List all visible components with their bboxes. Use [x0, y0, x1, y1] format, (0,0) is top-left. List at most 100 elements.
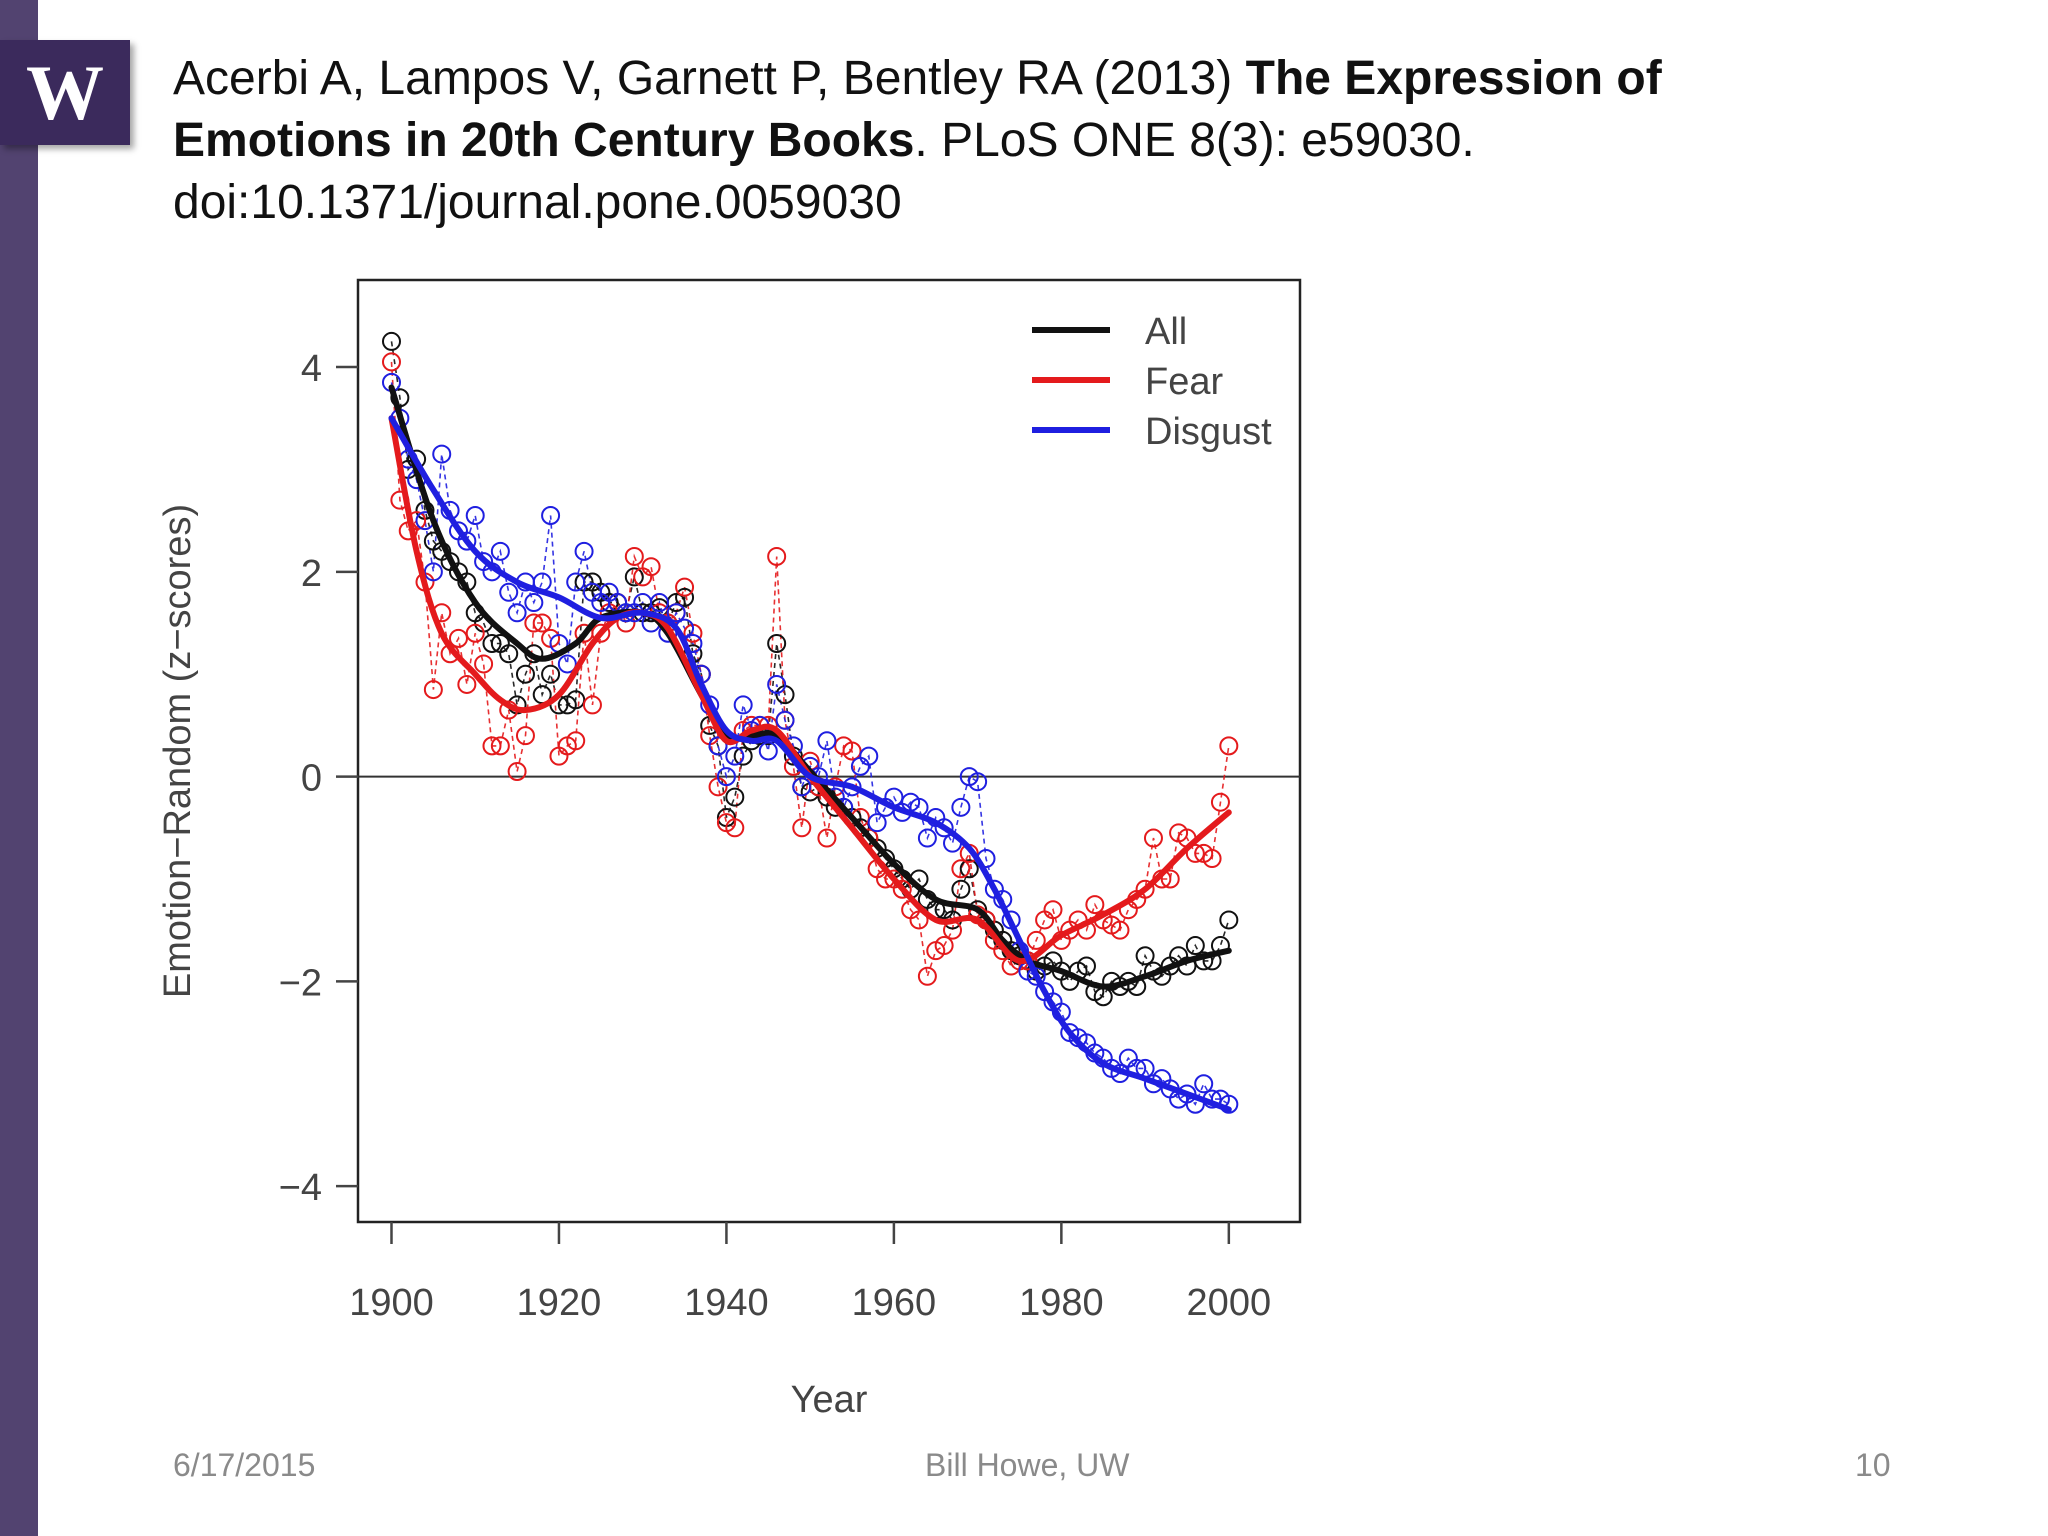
fear-data-point — [725, 818, 745, 838]
disgust-data-point — [381, 372, 401, 392]
fear-data-point — [716, 813, 736, 833]
fear-data-point — [1194, 843, 1214, 863]
fear-data-point — [825, 777, 845, 797]
disgust-data-point — [876, 797, 896, 817]
all-data-point — [1018, 951, 1038, 971]
all-data-point — [633, 603, 653, 623]
all-data-point — [1060, 971, 1080, 991]
disgust-data-point — [1043, 992, 1063, 1012]
fear-data-point — [842, 741, 862, 761]
all-data-point — [582, 572, 602, 592]
all-data-point — [1202, 951, 1222, 971]
disgust-data-point — [976, 849, 996, 869]
legend-all-label: All — [1145, 311, 1187, 353]
fear-data-point — [532, 613, 552, 633]
all-data-point — [842, 808, 862, 828]
fear-data-point — [733, 721, 753, 741]
citation-authors: Acerbi A, Lampos V, Garnett P, Bentley R… — [173, 52, 1246, 105]
fear-data-point — [666, 603, 686, 623]
disgust-data-point — [1068, 1028, 1088, 1048]
all-data-point — [440, 552, 460, 572]
all-data-point — [909, 869, 929, 889]
disgust-data-point — [842, 777, 862, 797]
disgust-data-point — [892, 802, 912, 822]
fear-data-point — [1035, 910, 1055, 930]
all-data-point — [524, 644, 544, 664]
all-data-point — [968, 900, 988, 920]
disgust-data-point — [1202, 1089, 1222, 1109]
disgust-data-point — [750, 715, 770, 735]
disgust-data-point — [515, 572, 535, 592]
all-data-point — [976, 910, 996, 930]
disgust-data-point — [582, 582, 602, 602]
citation-text: Acerbi A, Lampos V, Garnett P, Bentley R… — [173, 48, 1813, 234]
all-data-point — [800, 782, 820, 802]
fear-data-point — [507, 761, 527, 781]
disgust-data-point — [591, 593, 611, 613]
disgust-data-point — [767, 674, 787, 694]
all-data-point — [700, 715, 720, 735]
all-data-point — [683, 644, 703, 664]
x-tick-label: 1960 — [852, 1282, 937, 1324]
all-data-point — [934, 900, 954, 920]
citation-journal: . PLoS ONE 8(3): e59030. doi:10.1371/jou… — [173, 114, 1475, 229]
disgust-data-point — [574, 541, 594, 561]
disgust-data-point — [884, 787, 904, 807]
fear-data-point — [1143, 828, 1163, 848]
all-data-point — [1085, 982, 1105, 1002]
fear-data-point — [1110, 920, 1130, 940]
all-data-point — [792, 777, 812, 797]
fear-data-point — [892, 879, 912, 899]
fear-data-point — [867, 859, 887, 879]
disgust-data-point — [608, 593, 628, 613]
fear-data-point — [742, 715, 762, 735]
disgust-data-point — [1177, 1084, 1197, 1104]
all-raw-connector — [390, 341, 1230, 998]
fear-data-point — [959, 843, 979, 863]
disgust-data-point — [758, 741, 778, 761]
all-data-point — [591, 582, 611, 602]
fear-data-point — [407, 511, 427, 531]
disgust-data-point — [599, 582, 619, 602]
disgust-data-point — [566, 572, 586, 592]
disgust-data-point — [959, 767, 979, 787]
fear-data-point — [1118, 900, 1138, 920]
fear-data-point — [708, 777, 728, 797]
disgust-data-point — [1169, 1089, 1189, 1109]
y-tick-label: −2 — [279, 962, 322, 1004]
disgust-data-point — [1110, 1064, 1130, 1084]
fear-data-point — [448, 628, 468, 648]
all-data-point — [1127, 977, 1147, 996]
all-data-point — [708, 736, 728, 756]
fear-data-point — [1085, 895, 1105, 915]
disgust-data-point — [465, 506, 485, 525]
disgust-data-point — [448, 521, 468, 541]
legend-fear-label: Fear — [1145, 361, 1223, 403]
fear-data-point — [591, 623, 611, 643]
disgust-data-point — [398, 449, 418, 469]
all-data-point — [1185, 936, 1205, 956]
disgust-data-point — [909, 797, 929, 817]
disgust-data-point — [474, 552, 494, 572]
all-data-point — [649, 598, 669, 618]
disgust-data-point — [867, 813, 887, 833]
all-data-point — [767, 633, 787, 653]
y-tick-label: 0 — [301, 758, 322, 800]
disgust-data-point — [666, 603, 686, 623]
fear-data-point — [465, 623, 485, 643]
fear-data-point — [1219, 736, 1239, 756]
all-data-point — [490, 633, 510, 653]
uw-logo-letter: W — [26, 48, 104, 136]
all-data-point — [398, 459, 418, 479]
fear-data-point — [440, 644, 460, 664]
all-data-point — [599, 593, 619, 613]
all-data-point — [1177, 956, 1197, 976]
fear-data-point — [1009, 951, 1029, 971]
disgust-data-point — [951, 797, 971, 817]
fear-data-point — [381, 352, 401, 372]
fear-data-point — [566, 731, 586, 751]
all-data-point — [1135, 946, 1155, 966]
all-data-point — [574, 572, 594, 592]
disgust-data-point — [641, 613, 661, 633]
fear-data-point — [783, 756, 803, 776]
